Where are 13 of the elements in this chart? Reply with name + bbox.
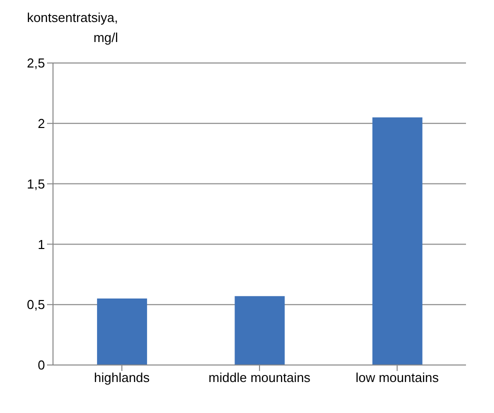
y-tick-label: 1 — [38, 236, 45, 252]
bar — [234, 296, 285, 365]
y-tick-label: 0 — [38, 358, 45, 373]
x-tick-label: low mountains — [356, 370, 440, 386]
x-tick-label: highlands — [94, 370, 150, 386]
y-tick-label: 2 — [38, 116, 45, 132]
bar — [97, 298, 148, 365]
bar — [372, 117, 422, 365]
y-tick-label: 1,5 — [26, 176, 45, 192]
x-tick-label: middle mountains — [208, 370, 311, 386]
y-tick-label: 0,5 — [26, 297, 45, 312]
y-axis-title: kontsentratsiya, mg/l — [26, 9, 118, 47]
y-tick-label: 2,5 — [26, 56, 45, 71]
